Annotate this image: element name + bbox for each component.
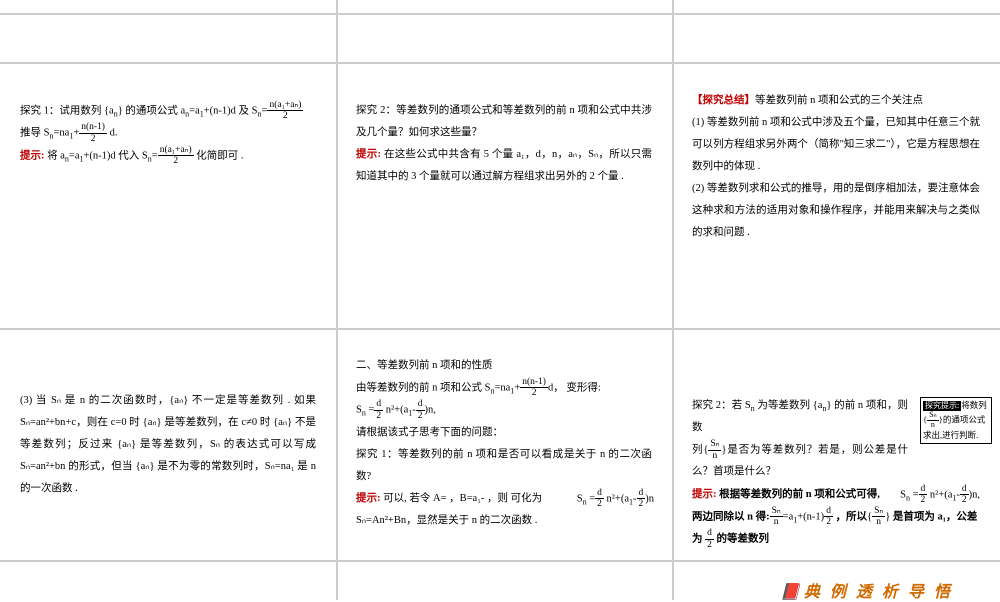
banner-title: 典 例 透 析 导 悟	[804, 584, 953, 601]
hint-label: 提示:	[692, 489, 717, 500]
vsep-1	[336, 0, 338, 600]
r1c3-title: 【探究总结】等差数列前 n 项和公式的三个关注点	[692, 90, 980, 112]
r2c1-p1: (3) 当 Sₙ 是 n 的二次函数时，{aₙ} 不一定是等差数列 . 如果 S…	[20, 390, 316, 500]
r2c2-t6: 提示: 可以, 若令 A= ，B=a₁- ，则 可化为 Sn =d2 n²+(a…	[356, 488, 652, 510]
hsep-2	[0, 62, 1000, 64]
vsep-2	[672, 0, 674, 600]
hint-label: 提示:	[356, 493, 381, 504]
r2c2-t1: 二、等差数列前 n 项和的性质	[356, 355, 652, 377]
hsep-3	[0, 328, 1000, 330]
tip-box: 探究提示:将数列 {Sₙn}的通项公式 求出,进行判断.	[920, 397, 992, 444]
cell-r2c2: 二、等差数列前 n 项和的性质 由等差数列的前 n 项和公式 Sn=na1+n(…	[344, 355, 664, 532]
r1c1-line3: 提示: 将 an=a1+(n-1)d 代入 Sn=n(a₁+aₙ)2 化简即可 …	[20, 145, 316, 167]
r2c3-t2: 列{Sₙn}是否为等差数列？若是，则公差是什么？首项是什么？	[692, 439, 980, 483]
r2c3-t4: 两边同除以 n 得:Sₙn=a1+(n-1)d2 ，所以{Sₙn} 是首项为 a…	[692, 506, 980, 528]
book-icon: 📕	[780, 584, 800, 601]
hint-label: 提示:	[356, 149, 381, 160]
r1c2-line2: 提示: 在这些公式中共含有 5 个量 a₁，d，n，aₙ，Sₙ，所以只需知道其中…	[356, 144, 652, 188]
r2c3-t3-line: 提示: 根据等差数列的前 n 项和公式可得, Sn =d2 n²+(a1-d2)…	[692, 484, 980, 506]
r2c2-t5: 探究 1：等差数列的前 n 项和是否可以看成是关于 n 的二次函数?	[356, 444, 652, 488]
hsep-4	[0, 560, 1000, 562]
r1c1-line1: 探究 1：试用数列 {an} 的通项公式 an=a1+(n-1)d 及 Sn=n…	[20, 100, 316, 122]
r2c2-t4: 请根据该式子思考下面的问题：	[356, 422, 652, 444]
r2c2-t3: Sn =d2 n²+(a1-d2)n,	[356, 399, 652, 421]
r1c3-p2: (2) 等差数列求和公式的推导，用的是倒序相加法，要注意体会这种求和方法的适用对…	[692, 178, 980, 244]
r2c3-t5: 为 d2 的等差数列	[692, 528, 980, 550]
r1c3-p1: (1) 等差数列前 n 项和公式中涉及五个量，已知其中任意三个就可以列方程组求另…	[692, 112, 980, 178]
r1c2-line1: 探究 2：等差数列的通项公式和等差数列的前 n 项和公式中共涉及几个量？如何求这…	[356, 100, 652, 144]
cell-r1c2: 探究 2：等差数列的通项公式和等差数列的前 n 项和公式中共涉及几个量？如何求这…	[344, 100, 664, 188]
hsep-1	[0, 13, 1000, 15]
section-banner: 📕 典 例 透 析 导 悟	[780, 578, 953, 602]
hint-label: 提示:	[20, 150, 45, 161]
r2c2-t2: 由等差数列的前 n 项和公式 Sn=na1+n(n-1)2d， 变形得:	[356, 377, 652, 399]
cell-r1c3: 【探究总结】等差数列前 n 项和公式的三个关注点 (1) 等差数列前 n 项和公…	[680, 90, 992, 244]
cell-r2c1: (3) 当 Sₙ 是 n 的二次函数时，{aₙ} 不一定是等差数列 . 如果 S…	[8, 390, 328, 500]
cell-r1c1: 探究 1：试用数列 {an} 的通项公式 an=a1+(n-1)d 及 Sn=n…	[8, 100, 328, 167]
r1c1-line2: 推导 Sn=na1+n(n-1)2 d.	[20, 122, 316, 144]
r2c2-t7: Sₙ=An²+Bn，显然是关于 n 的二次函数 .	[356, 510, 652, 532]
